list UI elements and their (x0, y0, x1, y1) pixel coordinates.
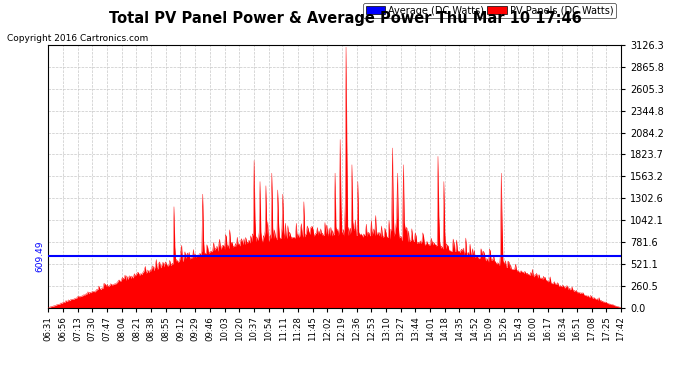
Legend: Average (DC Watts), PV Panels (DC Watts): Average (DC Watts), PV Panels (DC Watts) (363, 3, 616, 18)
Text: Total PV Panel Power & Average Power Thu Mar 10 17:46: Total PV Panel Power & Average Power Thu… (108, 11, 582, 26)
Text: Copyright 2016 Cartronics.com: Copyright 2016 Cartronics.com (7, 34, 148, 43)
Text: 609.49: 609.49 (36, 241, 45, 272)
